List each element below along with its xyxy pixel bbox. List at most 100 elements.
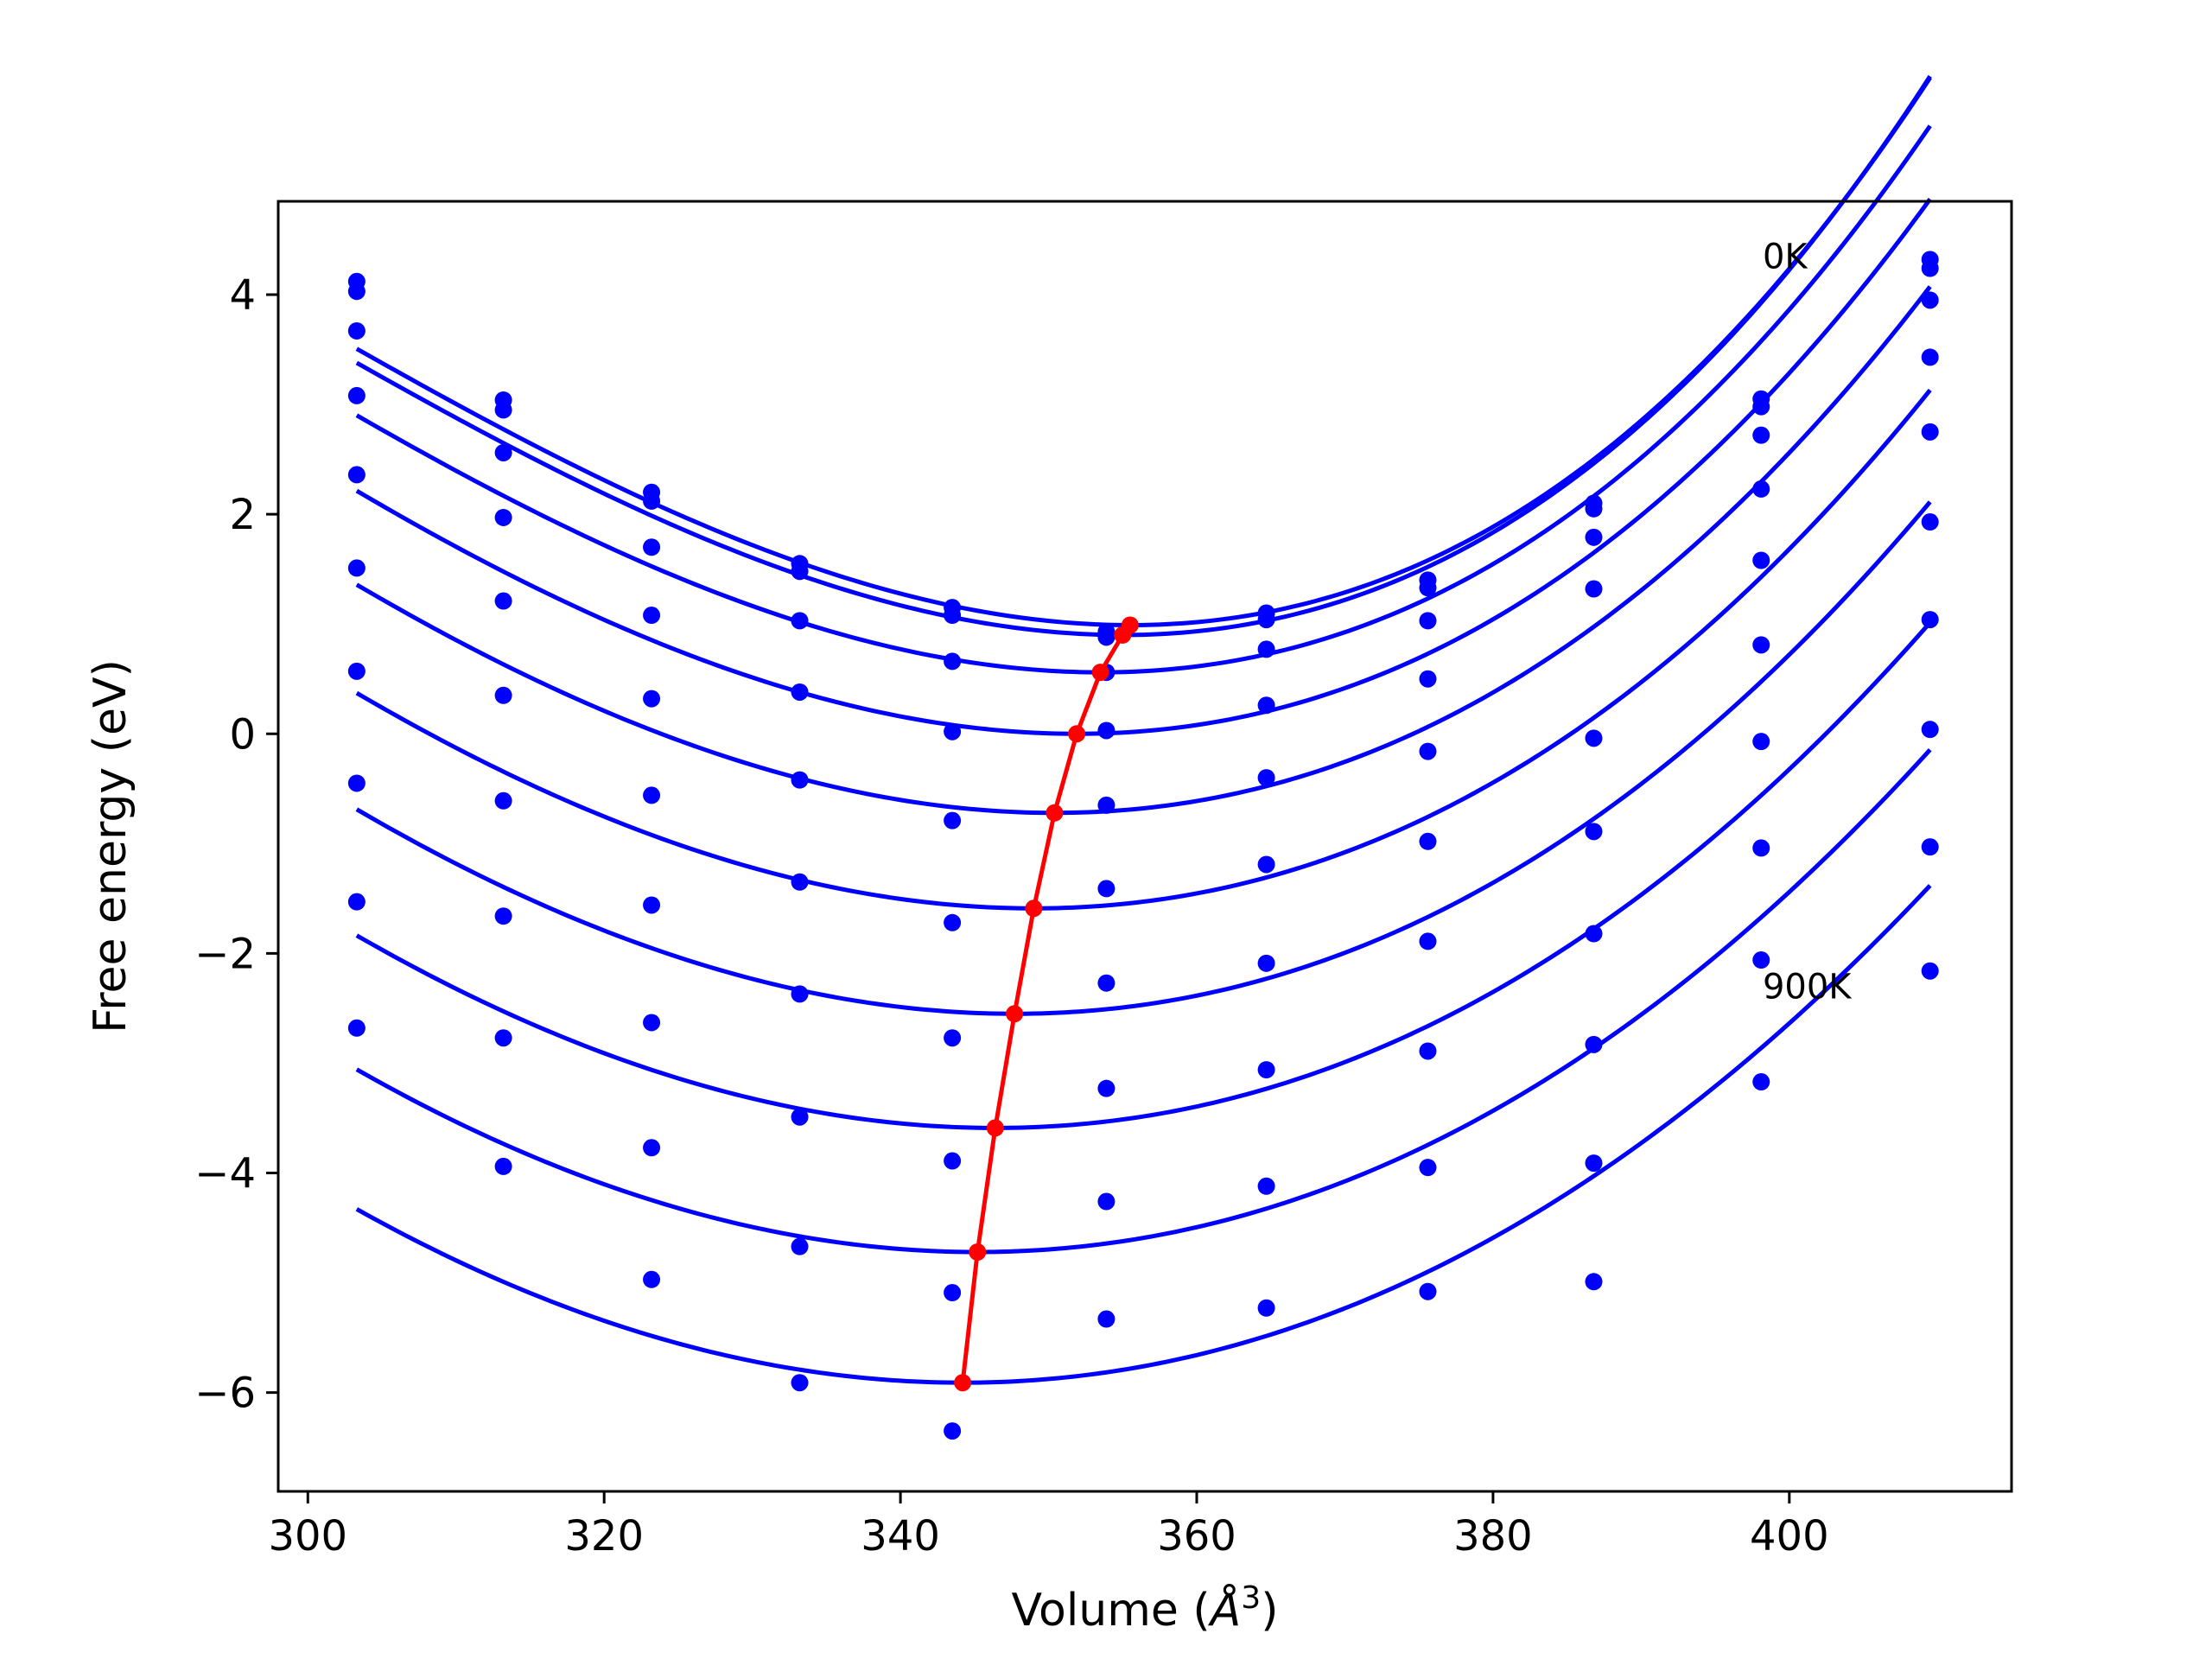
- data-point-9-6: [1257, 1299, 1275, 1317]
- minimum-point-8: [969, 1243, 987, 1261]
- data-point-7-1: [494, 907, 512, 925]
- x-tick-label-5: 400: [1750, 1512, 1829, 1560]
- data-point-8-6: [1257, 1177, 1275, 1195]
- minimum-path: [954, 616, 1139, 1392]
- data-point-1-7: [1419, 579, 1437, 597]
- x-tick-label-0: 300: [268, 1512, 347, 1560]
- isotherm-curve-4: [355, 285, 1932, 816]
- data-point-8-10: [1921, 838, 1939, 856]
- data-point-3-5: [1097, 721, 1116, 740]
- annotation-1: 900K: [1763, 968, 1853, 1007]
- plot-frame: [276, 200, 2013, 1493]
- y-tick-label-3: 0: [229, 710, 256, 759]
- data-point-1-1: [494, 401, 512, 419]
- isotherm-curve-6: [355, 500, 1932, 1016]
- data-point-8-5: [1097, 1192, 1116, 1211]
- data-point-3-4: [944, 722, 962, 741]
- minimum-point-1: [1114, 626, 1132, 644]
- data-point-8-9: [1752, 951, 1770, 969]
- data-point-3-7: [1419, 670, 1437, 688]
- data-point-5-1: [494, 686, 512, 704]
- data-point-1-9: [1752, 397, 1770, 416]
- data-point-5-0: [347, 559, 365, 577]
- data-point-3-9: [1752, 480, 1770, 498]
- x-tick-label-1: 320: [564, 1512, 644, 1560]
- data-point-2-3: [791, 612, 809, 630]
- data-point-7-9: [1752, 839, 1770, 857]
- data-point-2-4: [944, 652, 962, 671]
- data-point-3-1: [494, 508, 512, 526]
- isotherm-curve-7: [355, 620, 1932, 1130]
- data-point-5-2: [643, 786, 661, 804]
- data-point-4-2: [643, 690, 661, 708]
- data-point-2-1: [494, 443, 512, 461]
- data-point-5-6: [1257, 855, 1275, 874]
- annotation-0: 0K: [1763, 238, 1808, 277]
- data-point-7-6: [1257, 1061, 1275, 1079]
- data-point-7-3: [791, 1108, 809, 1126]
- data-point-4-10: [1921, 423, 1939, 441]
- data-point-5-4: [944, 913, 962, 931]
- data-point-9-9: [1752, 1073, 1770, 1091]
- isotherm-curve-2: [355, 124, 1932, 675]
- data-point-8-0: [347, 893, 365, 911]
- data-point-1-2: [643, 492, 661, 510]
- x-axis-title: Volume (Å3): [1012, 1580, 1279, 1637]
- data-point-4-3: [791, 771, 809, 789]
- data-point-1-0: [347, 283, 365, 301]
- isotherm-points: [347, 251, 1939, 1440]
- data-point-6-2: [643, 896, 661, 914]
- data-point-1-6: [1257, 611, 1275, 629]
- data-point-3-3: [791, 683, 809, 701]
- y-tick-label-1: −4: [194, 1150, 256, 1198]
- isotherm-curve-3: [355, 197, 1932, 736]
- data-point-8-2: [643, 1139, 661, 1157]
- data-point-3-0: [347, 386, 365, 404]
- x-tick-label-3: 360: [1157, 1512, 1236, 1560]
- minimum-path-line: [960, 623, 1132, 1383]
- data-point-5-5: [1097, 880, 1116, 898]
- data-point-5-3: [791, 873, 809, 891]
- isotherm-curve-0: [355, 76, 1932, 627]
- y-tick-label-5: 4: [229, 271, 256, 320]
- data-point-2-6: [1257, 640, 1275, 658]
- data-point-7-5: [1097, 1079, 1116, 1097]
- isotherm-curve-5: [355, 388, 1932, 911]
- data-point-7-8: [1585, 1035, 1603, 1053]
- data-point-7-0: [347, 774, 365, 792]
- data-point-1-4: [944, 607, 962, 625]
- data-point-8-4: [944, 1284, 962, 1302]
- minimum-point-7: [986, 1119, 1004, 1137]
- data-point-6-0: [347, 662, 365, 680]
- data-point-4-1: [494, 592, 512, 610]
- minimum-point-9: [954, 1374, 972, 1392]
- data-point-2-2: [643, 538, 661, 556]
- data-point-4-5: [1097, 796, 1116, 814]
- data-point-9-2: [643, 1270, 661, 1288]
- y-axis-title: Free energy (eV): [85, 659, 137, 1033]
- data-point-3-8: [1585, 580, 1603, 598]
- data-point-9-10: [1921, 962, 1939, 980]
- y-axis-ticks: −6 −4 −2 0 2 4: [194, 271, 278, 1418]
- data-point-4-6: [1257, 769, 1275, 787]
- data-point-9-4: [944, 1422, 962, 1440]
- data-point-7-10: [1921, 721, 1939, 739]
- minimum-point-6: [1006, 1005, 1024, 1023]
- data-point-9-5: [1097, 1310, 1116, 1328]
- data-point-6-1: [494, 791, 512, 810]
- data-point-9-8: [1585, 1273, 1603, 1291]
- data-point-9-0: [347, 1019, 365, 1037]
- isotherm-curve-9: [355, 884, 1932, 1385]
- data-point-4-0: [347, 466, 365, 484]
- data-point-1-8: [1585, 499, 1603, 518]
- data-point-4-9: [1752, 551, 1770, 569]
- data-point-2-8: [1585, 528, 1603, 546]
- data-point-8-3: [791, 1237, 809, 1255]
- data-point-7-7: [1419, 1042, 1437, 1060]
- data-point-1-5: [1097, 628, 1116, 646]
- data-point-9-7: [1419, 1282, 1437, 1300]
- data-point-2-7: [1419, 612, 1437, 630]
